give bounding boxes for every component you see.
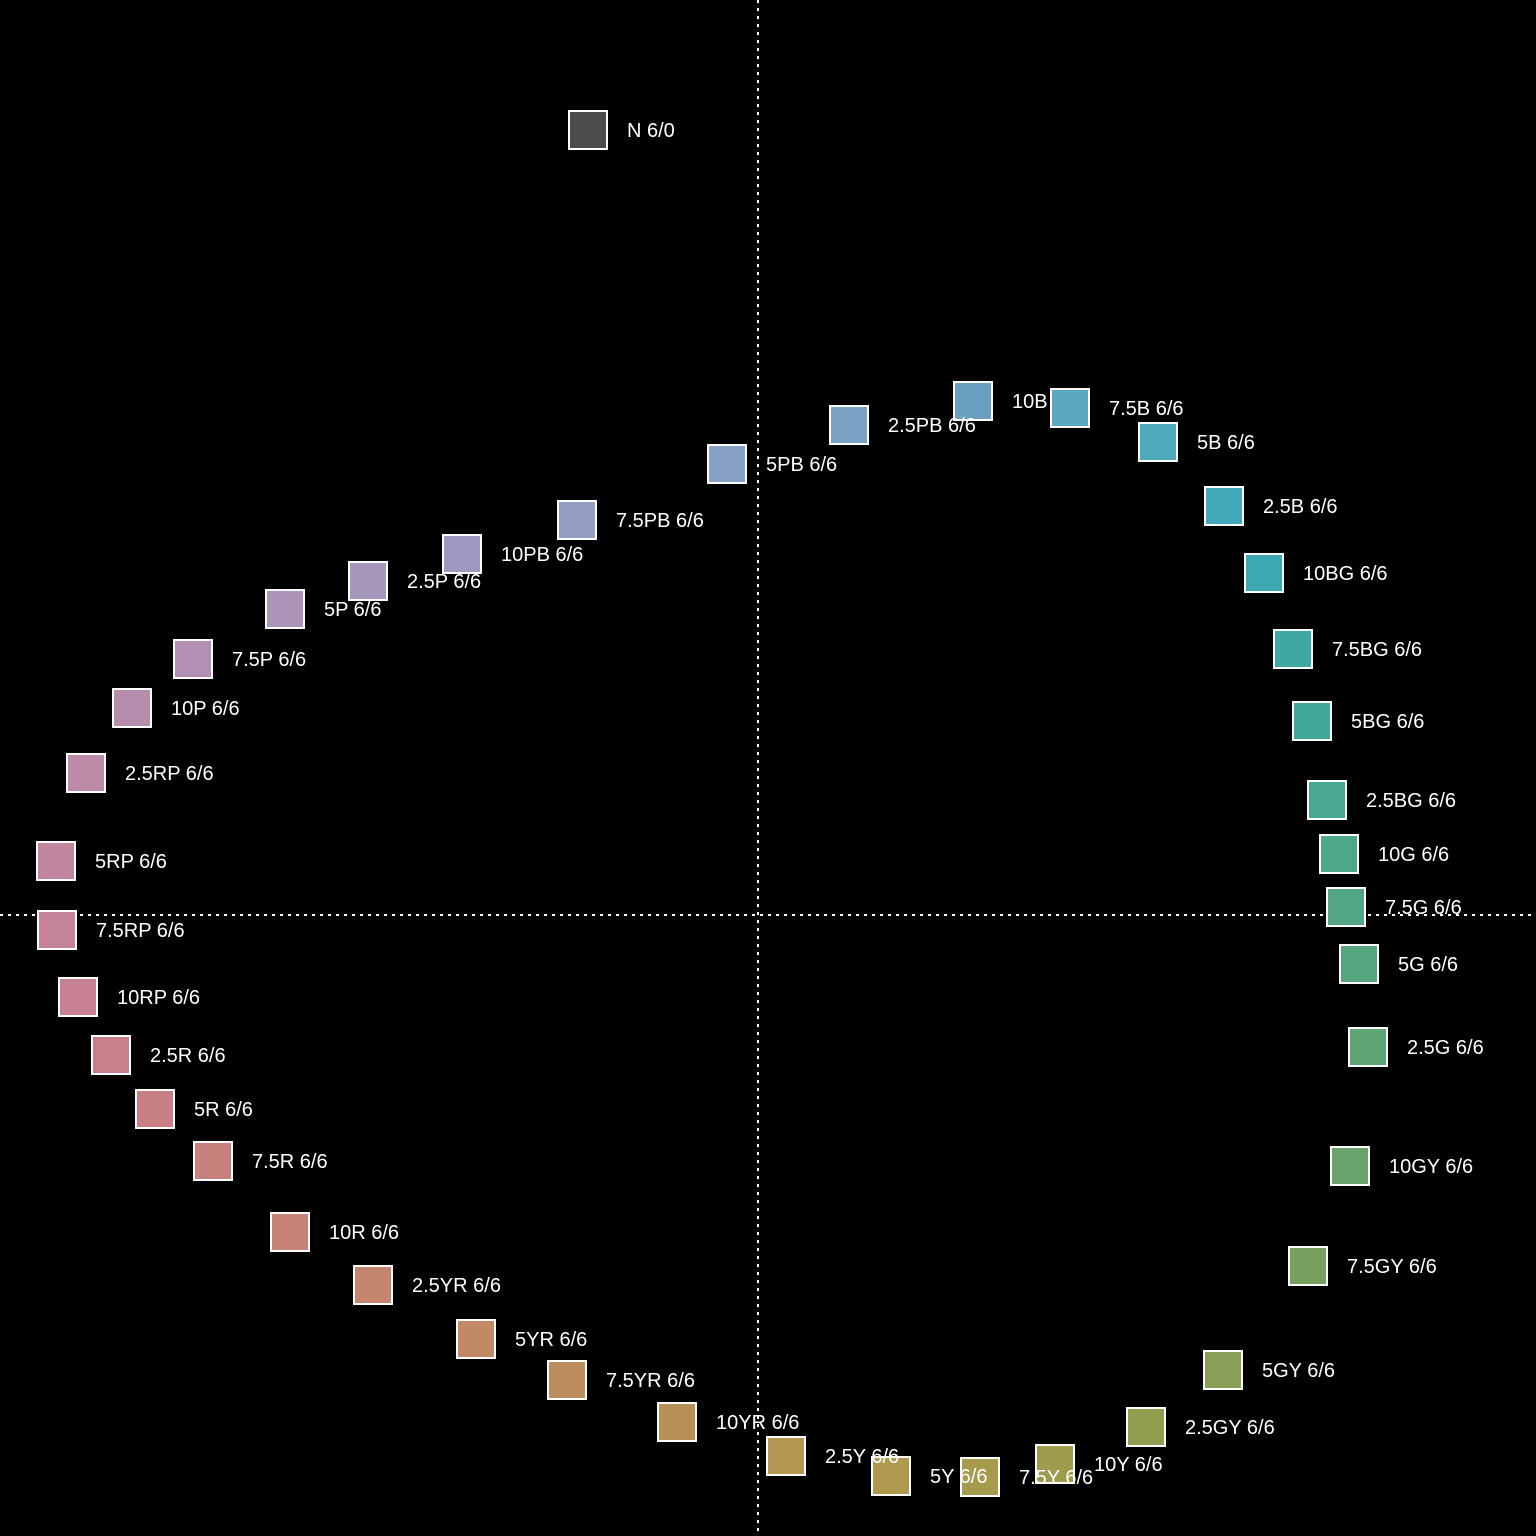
point-label: 2.5YR 6/6 — [412, 1275, 501, 1297]
point-label: 10P 6/6 — [171, 698, 240, 720]
point-label: 2.5PB 6/6 — [888, 415, 976, 437]
point-label: 2.5P 6/6 — [407, 571, 481, 593]
color-swatch-point — [1273, 629, 1313, 669]
point-label: 5R 6/6 — [194, 1099, 253, 1121]
color-swatch-point — [1292, 701, 1332, 741]
point-label: 5Y 6/6 — [930, 1466, 987, 1488]
color-swatch-point — [1348, 1027, 1388, 1067]
color-swatch-point — [1203, 1350, 1243, 1390]
color-swatch-point — [1307, 780, 1347, 820]
color-swatch-point — [1319, 834, 1359, 874]
color-swatch-point — [707, 444, 747, 484]
color-swatch-point — [1050, 388, 1090, 428]
point-label: 10Y 6/6 — [1094, 1454, 1163, 1476]
color-swatch-point — [547, 1360, 587, 1400]
point-label: 7.5B 6/6 — [1109, 398, 1184, 420]
color-swatch-point — [829, 405, 869, 445]
point-label: 5YR 6/6 — [515, 1329, 587, 1351]
point-label: 7.5G 6/6 — [1385, 897, 1462, 919]
point-label: 10G 6/6 — [1378, 844, 1449, 866]
point-label: 5PB 6/6 — [766, 454, 837, 476]
color-swatch-point — [1330, 1146, 1370, 1186]
color-swatch-point — [173, 639, 213, 679]
color-swatch-point — [766, 1436, 806, 1476]
color-swatch-point — [265, 589, 305, 629]
color-swatch-point — [442, 534, 482, 574]
point-label: 2.5R 6/6 — [150, 1045, 226, 1067]
point-label: 7.5R 6/6 — [252, 1151, 328, 1173]
color-swatch-point — [66, 753, 106, 793]
color-swatch-point — [193, 1141, 233, 1181]
point-label: 10PB 6/6 — [501, 544, 583, 566]
point-label: 10GY 6/6 — [1389, 1156, 1473, 1178]
point-label: 10RP 6/6 — [117, 987, 200, 1009]
color-swatch-point — [1126, 1407, 1166, 1447]
color-swatch-point — [960, 1457, 1000, 1497]
color-swatch-point — [1288, 1246, 1328, 1286]
point-label: 10BG 6/6 — [1303, 563, 1388, 585]
point-label: 2.5GY 6/6 — [1185, 1417, 1275, 1439]
point-label: 7.5BG 6/6 — [1332, 639, 1422, 661]
point-label: 2.5B 6/6 — [1263, 496, 1338, 518]
point-label: 2.5G 6/6 — [1407, 1037, 1484, 1059]
color-swatch-point — [348, 561, 388, 601]
color-swatch-point — [1326, 887, 1366, 927]
color-swatch-point — [568, 110, 608, 150]
point-label: 7.5RP 6/6 — [96, 920, 185, 942]
point-label: N 6/0 — [627, 120, 675, 142]
color-swatch-point — [1035, 1444, 1075, 1484]
color-swatch-point — [91, 1035, 131, 1075]
point-label: 7.5P 6/6 — [232, 649, 306, 671]
point-label: 5B 6/6 — [1197, 432, 1255, 454]
color-swatch-point — [112, 688, 152, 728]
color-swatch-point — [37, 910, 77, 950]
point-label: 2.5RP 6/6 — [125, 763, 214, 785]
color-swatch-point — [1204, 486, 1244, 526]
point-label: 5G 6/6 — [1398, 954, 1458, 976]
point-label: 7.5PB 6/6 — [616, 510, 704, 532]
point-label: 2.5BG 6/6 — [1366, 790, 1456, 812]
color-swatch-point — [557, 500, 597, 540]
point-label: 2.5Y 6/6 — [825, 1446, 899, 1468]
color-swatch-point — [36, 841, 76, 881]
point-label: 7.5GY 6/6 — [1347, 1256, 1437, 1278]
point-label: 10YR 6/6 — [716, 1412, 799, 1434]
color-swatch-point — [1244, 553, 1284, 593]
point-label: 5GY 6/6 — [1262, 1360, 1335, 1382]
color-swatch-point — [1138, 422, 1178, 462]
point-label: 7.5YR 6/6 — [606, 1370, 695, 1392]
color-swatch-point — [270, 1212, 310, 1252]
color-swatch-point — [135, 1089, 175, 1129]
point-label: 7.5Y 6/6 — [1019, 1467, 1093, 1489]
point-label: 5BG 6/6 — [1351, 711, 1424, 733]
color-swatch-point — [353, 1265, 393, 1305]
color-swatch-point — [456, 1319, 496, 1359]
color-swatch-point — [58, 977, 98, 1017]
point-label: 5RP 6/6 — [95, 851, 167, 873]
color-swatch-point — [657, 1402, 697, 1442]
color-swatch-point — [1339, 944, 1379, 984]
point-label: 5P 6/6 — [324, 599, 381, 621]
point-label: 10R 6/6 — [329, 1222, 399, 1244]
color-swatch-point — [871, 1456, 911, 1496]
color-swatch-point — [953, 381, 993, 421]
